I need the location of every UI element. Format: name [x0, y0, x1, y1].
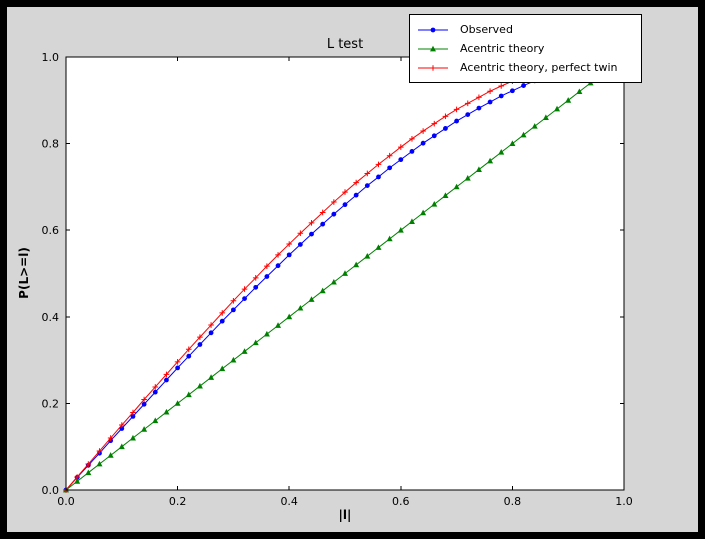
svg-text:0.0: 0.0: [57, 495, 75, 508]
y-axis-label: P(L>=l): [17, 247, 31, 299]
legend: Observed Acentric theory Acentric theory, …: [409, 14, 642, 83]
legend-entry: Observed: [416, 20, 635, 39]
svg-text:0.2: 0.2: [169, 495, 187, 508]
svg-text:0.0: 0.0: [42, 484, 60, 497]
svg-text:1.0: 1.0: [42, 51, 60, 64]
legend-entry: Acentric theory, perfect twin: [416, 58, 635, 77]
legend-label: Acentric theory: [460, 42, 545, 55]
plot-area: 0.0 0.2 0.4 0.6 0.8 1.0 0.0 0.2 0.4 0.6 0.8 1.0: [42, 51, 633, 508]
legend-label: Observed: [460, 23, 513, 36]
svg-text:0.8: 0.8: [504, 495, 522, 508]
svg-text:0.8: 0.8: [42, 138, 60, 151]
chart-title: L test: [326, 37, 364, 52]
svg-text:0.4: 0.4: [280, 495, 298, 508]
matplotlib-figure: 0.0 0.2 0.4 0.6 0.8 1.0 0.0 0.2 0.4 0.6 0.8 1.0 L t…: [7, 7, 698, 532]
legend-label: Acentric theory, perfect twin: [460, 61, 618, 74]
svg-text:1.0: 1.0: [615, 495, 633, 508]
legend-sample-triangle-up-icon: [418, 45, 448, 51]
svg-text:0.6: 0.6: [392, 495, 410, 508]
legend-sample-circle-icon: [418, 27, 448, 32]
svg-text:0.4: 0.4: [42, 311, 60, 324]
legend-entry: Acentric theory: [416, 39, 635, 58]
legend-sample-plus-icon: [418, 64, 448, 71]
svg-text:0.6: 0.6: [42, 224, 60, 237]
x-axis-label: |l|: [338, 508, 352, 522]
svg-text:0.2: 0.2: [42, 397, 60, 410]
